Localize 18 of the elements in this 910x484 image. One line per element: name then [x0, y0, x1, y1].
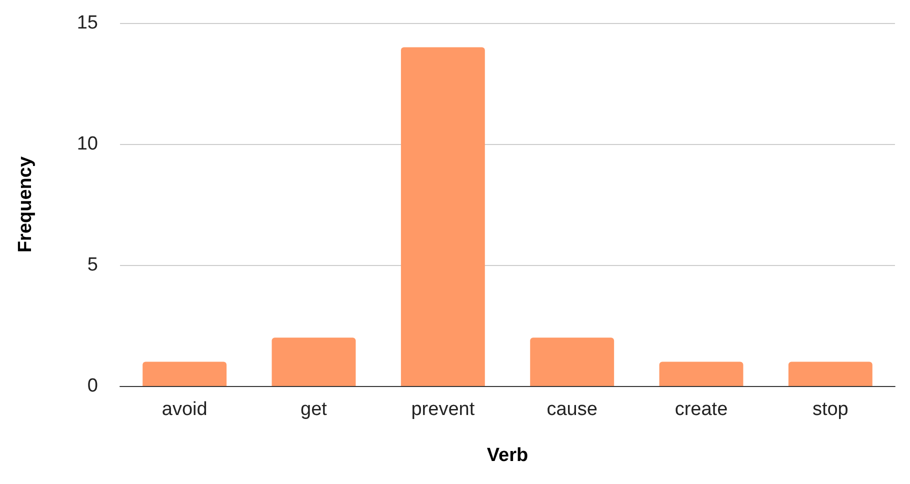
bar: [530, 338, 614, 386]
bar: [400, 47, 485, 386]
y-tick-label: 0: [87, 376, 98, 396]
x-tick-label: stop: [812, 399, 848, 420]
x-tick-label: avoid: [162, 399, 208, 420]
x-tick-label: create: [674, 399, 728, 420]
x-tick-label: cause: [546, 399, 598, 420]
x-axis-title: Verb: [486, 445, 528, 466]
bar: [142, 362, 227, 386]
y-tick-label: 15: [76, 12, 98, 34]
y-tick-label: 10: [76, 134, 98, 154]
bar: [272, 338, 356, 386]
x-tick-label: prevent: [411, 399, 476, 420]
y-tick-label: 5: [87, 254, 98, 276]
bar: [659, 362, 744, 386]
x-tick-label: get: [300, 399, 328, 420]
bar: [788, 362, 872, 386]
y-axis-title: Frequency: [15, 156, 36, 253]
